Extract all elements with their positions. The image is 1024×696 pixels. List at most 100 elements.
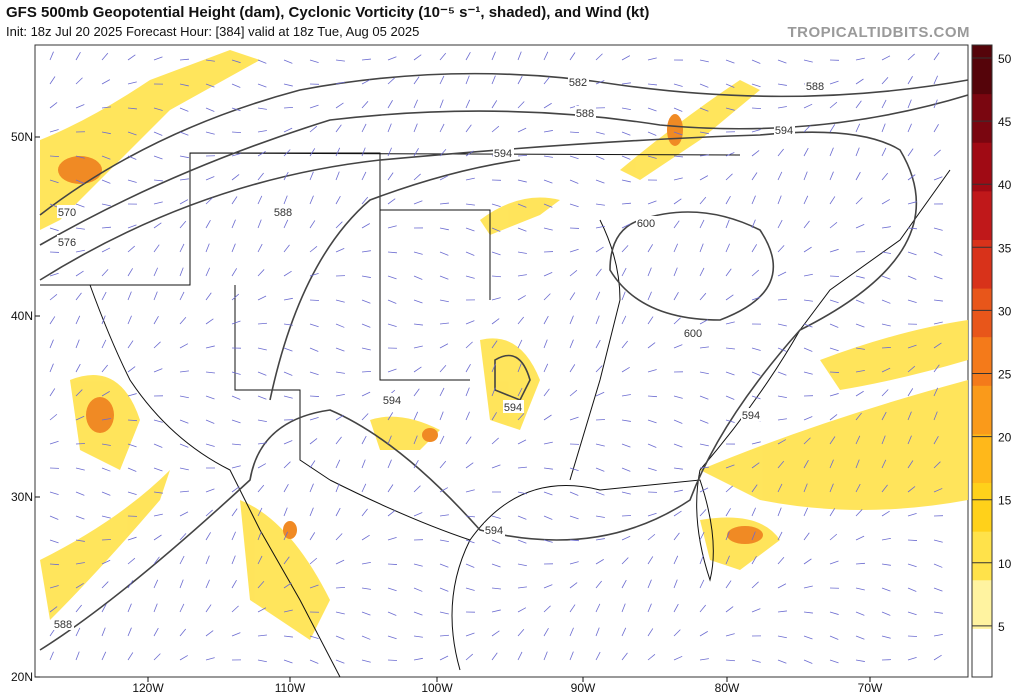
wind-barb (75, 627, 81, 637)
wind-barb (751, 507, 756, 517)
wind-barb (49, 203, 59, 208)
wind-barb (881, 435, 886, 445)
wind-barb (907, 251, 917, 256)
wind-barb (75, 270, 84, 277)
wind-barb (439, 387, 445, 397)
wind-barb (673, 467, 683, 470)
wind-barb (439, 251, 449, 256)
wind-barb (361, 79, 371, 85)
wind-barb (413, 411, 419, 421)
wind-barb (855, 100, 862, 109)
wind-barb (387, 251, 397, 254)
wind-barb (413, 435, 418, 445)
contour-label: 594 (504, 402, 522, 414)
wind-barb (933, 563, 943, 568)
wind-barb (621, 202, 632, 205)
wind-barb (257, 219, 262, 229)
wind-barb (751, 107, 762, 110)
wind-barb (335, 393, 345, 397)
wind-barb (855, 299, 865, 304)
wind-barb (725, 659, 736, 662)
wind-barb (699, 196, 707, 205)
wind-barb (257, 634, 267, 637)
wind-barb (283, 556, 290, 565)
wind-barb (933, 387, 939, 397)
wind-barb (699, 631, 708, 637)
wind-barb (725, 464, 735, 469)
wind-barb (933, 587, 943, 592)
wind-barb (231, 153, 241, 157)
wind-barb (205, 131, 215, 135)
wind-barb (205, 555, 210, 565)
wind-barb (907, 460, 914, 469)
wind-barb (881, 123, 886, 133)
wind-barb (751, 150, 760, 157)
wind-barb (231, 508, 238, 517)
wind-barb (621, 491, 631, 495)
wind-barb (543, 293, 551, 301)
wind-barb (933, 321, 943, 325)
wind-barb (881, 635, 891, 639)
wind-barb (595, 131, 605, 135)
wind-barb (309, 460, 316, 469)
wind-barb (777, 635, 787, 639)
wind-barb (153, 491, 163, 494)
wind-barb (907, 411, 912, 421)
wind-barb (361, 508, 368, 517)
wind-barb (153, 513, 163, 517)
colorbar-label: 15 (998, 494, 1012, 508)
wind-barb (335, 195, 341, 205)
wind-barb (673, 220, 680, 229)
wind-barb (465, 75, 470, 85)
wind-barb (699, 466, 709, 469)
wind-barb (101, 467, 111, 472)
wind-barb (231, 320, 241, 325)
wind-barb (439, 227, 449, 231)
wind-barb (283, 195, 288, 205)
wind-barb (309, 246, 318, 253)
wind-barb (387, 435, 392, 445)
colorbar-segment (972, 482, 992, 532)
wind-barb (205, 345, 215, 349)
wind-barb (335, 611, 345, 615)
wind-barb (517, 363, 522, 373)
wind-barb (725, 606, 734, 613)
wind-barb (257, 269, 265, 277)
wind-barb (907, 388, 914, 397)
wind-barb (439, 99, 444, 109)
wind-barb (387, 459, 392, 469)
wind-barb (179, 131, 189, 136)
wind-barb (153, 56, 163, 61)
title: GFS 500mb Geopotential Height (dam), Cyc… (6, 4, 650, 21)
wind-barb (309, 125, 318, 133)
wind-barb (569, 52, 576, 61)
wind-barb (205, 176, 215, 181)
wind-barb (153, 222, 162, 229)
wind-barb (465, 387, 470, 397)
wind-barb (725, 633, 735, 637)
wind-barb (49, 227, 59, 232)
wind-barb (517, 274, 527, 277)
wind-barb (517, 651, 523, 661)
wind-barb (673, 603, 679, 613)
wind-barb (101, 418, 111, 421)
wind-barb (699, 487, 709, 493)
wind-barb (75, 582, 84, 589)
wind-barb (153, 419, 163, 423)
wind-barb (491, 464, 501, 469)
wind-barb (439, 275, 449, 280)
wind-barb (751, 608, 761, 613)
wind-barb (309, 659, 319, 664)
wind-barb (101, 559, 111, 565)
wind-barb (725, 371, 735, 376)
contour-label: 594 (494, 148, 512, 160)
wind-barb (595, 268, 602, 277)
wind-barb (699, 658, 709, 661)
wind-barb (205, 59, 215, 62)
wind-barb (933, 275, 943, 280)
wind-barb (855, 587, 865, 591)
wind-barb (647, 342, 656, 349)
wind-barb (803, 125, 811, 133)
wind-barb (127, 603, 132, 613)
wind-barb (127, 54, 136, 61)
